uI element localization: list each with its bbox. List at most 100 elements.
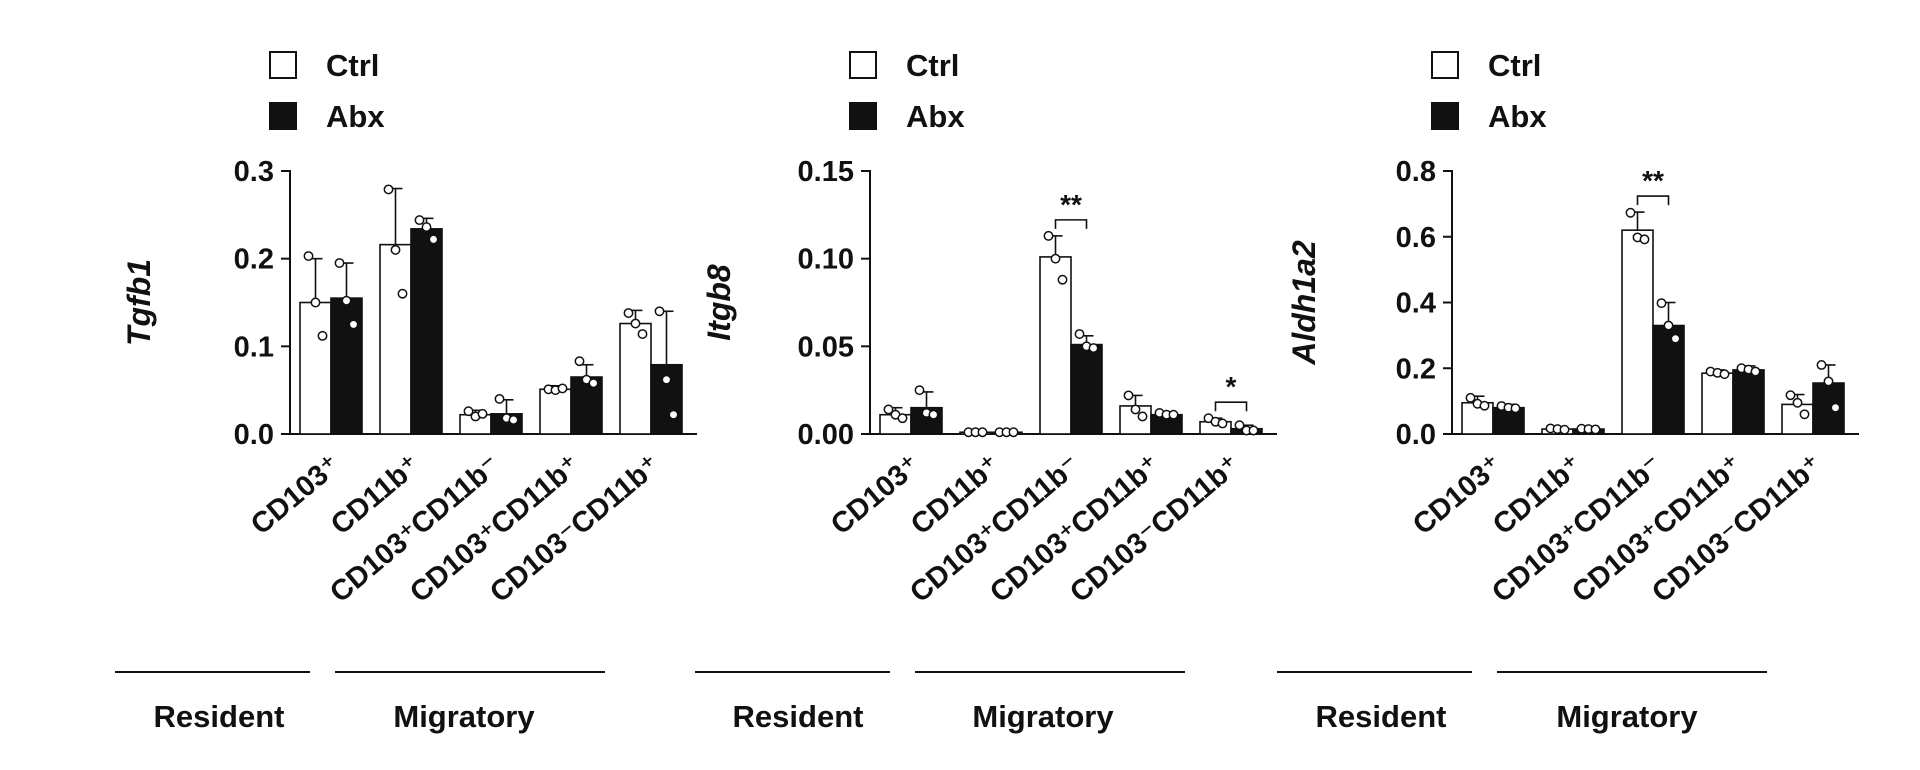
bar-abx	[1732, 369, 1765, 435]
bar-abx	[410, 228, 443, 435]
data-point	[1057, 274, 1068, 285]
bar-abx	[1070, 343, 1103, 435]
category-label: CD103⁺	[245, 449, 346, 541]
data-point	[1008, 427, 1019, 438]
category-label: CD103⁺	[825, 449, 926, 541]
legend-label-abx: Abx	[326, 99, 385, 134]
bar-ctrl	[539, 388, 572, 435]
data-point	[1043, 230, 1054, 241]
bar-ctrl	[379, 243, 412, 435]
significance-label: **	[1060, 189, 1082, 220]
data-point	[1750, 366, 1761, 377]
data-point	[914, 385, 925, 396]
bar-ctrl	[1621, 229, 1654, 435]
group-label-migratory: Migratory	[393, 699, 535, 734]
data-point	[421, 222, 432, 233]
data-point	[477, 408, 488, 419]
legend-swatch-abx	[269, 102, 297, 130]
data-point	[1830, 402, 1841, 413]
data-point	[574, 356, 585, 367]
data-point	[883, 404, 894, 415]
data-point	[1137, 411, 1148, 422]
chart-panel-3: CtrlAbxAldh1a20.00.20.40.60.8CD103⁺CD11b…	[1277, 48, 1859, 734]
y-tick-label: 0.6	[1396, 222, 1436, 254]
data-point	[310, 297, 321, 308]
bar-abx	[1652, 324, 1685, 435]
bar-ctrl	[299, 301, 332, 435]
data-point	[1465, 392, 1476, 403]
data-point	[557, 383, 568, 394]
data-point	[668, 409, 679, 420]
group-label-resident: Resident	[154, 699, 285, 734]
y-tick-label: 0.0	[234, 419, 274, 451]
data-point	[508, 415, 519, 425]
data-point	[1816, 360, 1827, 370]
data-point	[348, 319, 359, 330]
bar-abx	[330, 297, 363, 435]
legend-swatch-ctrl	[1431, 51, 1459, 79]
y-tick-label: 0.10	[798, 244, 854, 276]
data-point	[1719, 369, 1730, 380]
data-point	[588, 378, 599, 389]
data-point	[317, 330, 328, 341]
data-point	[341, 295, 352, 306]
data-point	[1510, 403, 1521, 414]
legend-swatch-abx	[849, 102, 877, 130]
data-point	[1625, 207, 1636, 218]
data-point	[1656, 298, 1667, 309]
data-point	[897, 413, 908, 424]
data-point	[1479, 400, 1490, 411]
data-point	[1792, 397, 1803, 408]
data-point	[623, 308, 634, 318]
y-tick-label: 0.4	[1396, 288, 1436, 320]
y-axis-label: Itgb8	[701, 264, 737, 341]
data-point	[414, 215, 425, 226]
data-point	[463, 406, 474, 417]
data-point	[428, 234, 439, 245]
bar-ctrl	[1781, 403, 1814, 435]
data-point	[637, 329, 648, 340]
data-point	[661, 374, 672, 385]
data-point	[1559, 424, 1570, 435]
data-point	[630, 318, 641, 329]
y-tick-label: 0.8	[1396, 156, 1436, 188]
data-point	[1248, 425, 1259, 436]
data-point	[494, 393, 505, 404]
chart-panel-2: CtrlAbxItgb80.000.050.100.15CD103⁺CD11b⁺…	[695, 48, 1277, 734]
legend-label-ctrl: Ctrl	[326, 48, 379, 83]
data-point	[1799, 409, 1810, 420]
data-point	[383, 184, 394, 195]
bar-ctrl	[1701, 372, 1734, 435]
data-point	[1130, 404, 1141, 415]
significance-label: *	[1226, 371, 1237, 402]
data-point	[1217, 418, 1228, 429]
y-axis-label: Aldh1a2	[1286, 240, 1322, 366]
category-label: CD103⁺	[1407, 449, 1508, 541]
bar-ctrl	[619, 322, 652, 435]
legend-label-abx: Abx	[906, 99, 965, 134]
data-point	[1074, 329, 1085, 340]
data-point	[977, 427, 988, 438]
legend-swatch-abx	[1431, 102, 1459, 130]
y-tick-label: 0.3	[234, 156, 274, 188]
data-point	[397, 288, 408, 299]
data-point	[1823, 376, 1834, 387]
data-point	[334, 258, 345, 268]
data-point	[1050, 253, 1061, 264]
data-point	[1168, 409, 1179, 420]
y-tick-label: 0.2	[234, 244, 274, 276]
y-axis-label: Tgfb1	[121, 259, 157, 346]
legend-swatch-ctrl	[269, 51, 297, 79]
data-point	[1639, 234, 1650, 245]
group-label-migratory: Migratory	[1556, 699, 1698, 734]
y-tick-label: 0.1	[234, 331, 274, 363]
y-tick-label: 0.05	[798, 331, 854, 363]
data-point	[1670, 333, 1681, 344]
bar-ctrl	[1039, 256, 1072, 435]
data-point	[303, 251, 314, 261]
data-point	[390, 244, 401, 255]
legend-swatch-ctrl	[849, 51, 877, 79]
data-point	[1663, 320, 1674, 331]
